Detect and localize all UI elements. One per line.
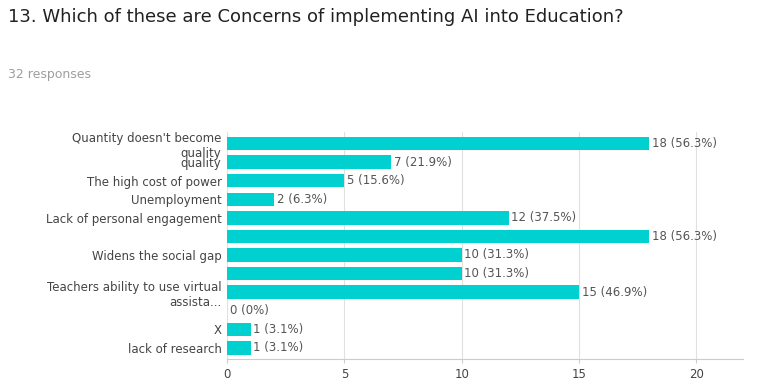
Text: 18 (56.3%): 18 (56.3%) — [652, 137, 717, 150]
Text: 18 (56.3%): 18 (56.3%) — [652, 230, 717, 243]
Bar — [227, 155, 391, 169]
Text: 2 (6.3%): 2 (6.3%) — [277, 193, 327, 206]
Text: 12 (37.5%): 12 (37.5%) — [511, 211, 577, 224]
Text: 5 (15.6%): 5 (15.6%) — [347, 174, 405, 187]
Bar — [227, 137, 649, 150]
Text: 15 (46.9%): 15 (46.9%) — [581, 286, 647, 299]
Text: 10 (31.3%): 10 (31.3%) — [464, 267, 530, 280]
Bar — [227, 174, 344, 187]
Bar — [227, 248, 462, 262]
Bar — [227, 192, 274, 206]
Text: 1 (3.1%): 1 (3.1%) — [253, 323, 303, 336]
Text: 0 (0%): 0 (0%) — [230, 304, 269, 317]
Bar — [227, 211, 508, 225]
Bar — [227, 285, 579, 299]
Text: 1 (3.1%): 1 (3.1%) — [253, 341, 303, 355]
Bar — [227, 267, 462, 280]
Bar — [227, 341, 250, 355]
Text: 7 (21.9%): 7 (21.9%) — [394, 155, 452, 169]
Text: 32 responses: 32 responses — [8, 68, 91, 81]
Text: 13. Which of these are Concerns of implementing AI into Education?: 13. Which of these are Concerns of imple… — [8, 8, 624, 26]
Bar — [227, 323, 250, 336]
Bar — [227, 230, 649, 243]
Text: 10 (31.3%): 10 (31.3%) — [464, 248, 530, 262]
